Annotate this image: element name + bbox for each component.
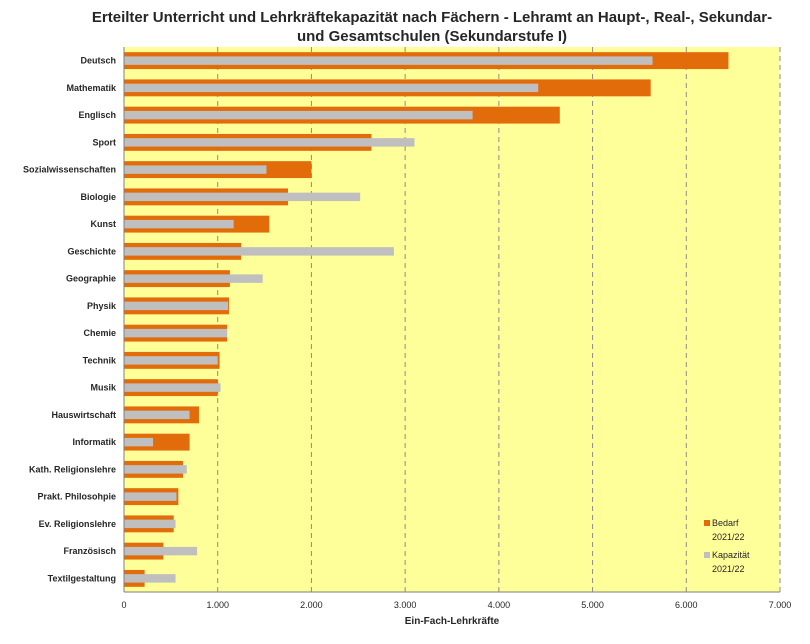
category-labels: Deutsch Mathematik Englisch Sport Sozialwiss… xyxy=(23,56,117,584)
bar-kapazitaet xyxy=(124,574,176,583)
chart-title-line-1: Erteilter Unterricht und Lehrkräftekapaz… xyxy=(92,9,772,26)
bar-kapazitaet xyxy=(124,356,218,365)
x-tick-labels: 0 1.000 2.000 3.000 4.000 5.000 6.000 7.000 xyxy=(121,600,791,610)
category-label: Kunst xyxy=(91,219,117,229)
category-label: Sozialwissenschaften xyxy=(23,165,116,175)
bar-kapazitaet xyxy=(124,328,228,338)
bar-kapazitaet xyxy=(124,492,177,501)
bar-kapazitaet xyxy=(124,192,361,202)
category-label: Ev. Religionslehre xyxy=(39,519,116,529)
category-label: Deutsch xyxy=(80,56,116,66)
bar-kapazitaet xyxy=(124,465,187,474)
category-label: Textilgestaltung xyxy=(48,573,116,583)
x-tick-label: 5.000 xyxy=(581,600,604,610)
category-label: Prakt. Philosohpie xyxy=(37,492,116,502)
bar-kapazitaet xyxy=(124,219,234,229)
bar-kapazitaet xyxy=(124,301,229,311)
category-label: Biologie xyxy=(81,192,117,202)
bar-kapazitaet xyxy=(124,138,415,147)
bar-kapazitaet xyxy=(124,56,653,65)
bar-kapazitaet xyxy=(124,110,473,120)
category-label: Geographie xyxy=(66,274,116,284)
x-tick-label: 7.000 xyxy=(769,600,792,610)
x-tick-label: 0 xyxy=(121,600,126,610)
bar-kapazitaet xyxy=(124,274,263,283)
category-label: Kath. Religionslehre xyxy=(29,464,116,474)
x-tick-label: 4.000 xyxy=(488,600,511,610)
chart-title-line-2: und Gesamtschulen (Sekundarstufe I) xyxy=(297,28,567,45)
bar-kapazitaet xyxy=(124,546,198,556)
x-axis-title: Ein-Fach-Lehrkräfte xyxy=(405,616,500,627)
legend-label-bedarf-line-2: 2021/22 xyxy=(712,532,745,542)
category-label: Sport xyxy=(93,137,117,147)
x-tick-label: 2.000 xyxy=(300,600,323,610)
category-label: Französisch xyxy=(63,546,116,556)
category-label: Informatik xyxy=(72,437,117,447)
bar-kapazitaet xyxy=(124,519,176,529)
legend-label-kapazitaet-line-1: Kapazität xyxy=(712,550,750,560)
category-label: Chemie xyxy=(83,328,116,338)
category-label: Hauswirtschaft xyxy=(51,410,116,420)
category-label: Technik xyxy=(83,355,117,365)
legend-swatch-kapazitaet xyxy=(704,552,710,558)
bar-kapazitaet xyxy=(124,437,154,447)
x-tick-label: 3.000 xyxy=(394,600,417,610)
x-tick-label: 6.000 xyxy=(675,600,698,610)
category-label: Musik xyxy=(90,383,117,393)
legend-label-kapazitaet-line-2: 2021/22 xyxy=(712,564,745,574)
bar-kapazitaet xyxy=(124,410,190,420)
bar-kapazitaet xyxy=(124,247,394,256)
category-label: Physik xyxy=(87,301,117,311)
x-tick-label: 1.000 xyxy=(206,600,229,610)
bar-kapazitaet xyxy=(124,83,539,93)
bar-kapazitaet xyxy=(124,383,221,392)
legend-swatch-bedarf xyxy=(704,520,710,526)
legend-label-bedarf-line-1: Bedarf xyxy=(712,518,739,528)
legend: Bedarf 2021/22 Kapazität 2021/22 xyxy=(704,518,750,574)
category-label: Englisch xyxy=(78,110,116,120)
category-label: Geschichte xyxy=(67,246,116,256)
bar-kapazitaet xyxy=(124,165,267,174)
bars xyxy=(124,52,729,587)
plot-area xyxy=(124,47,780,592)
category-label: Mathematik xyxy=(66,83,117,93)
